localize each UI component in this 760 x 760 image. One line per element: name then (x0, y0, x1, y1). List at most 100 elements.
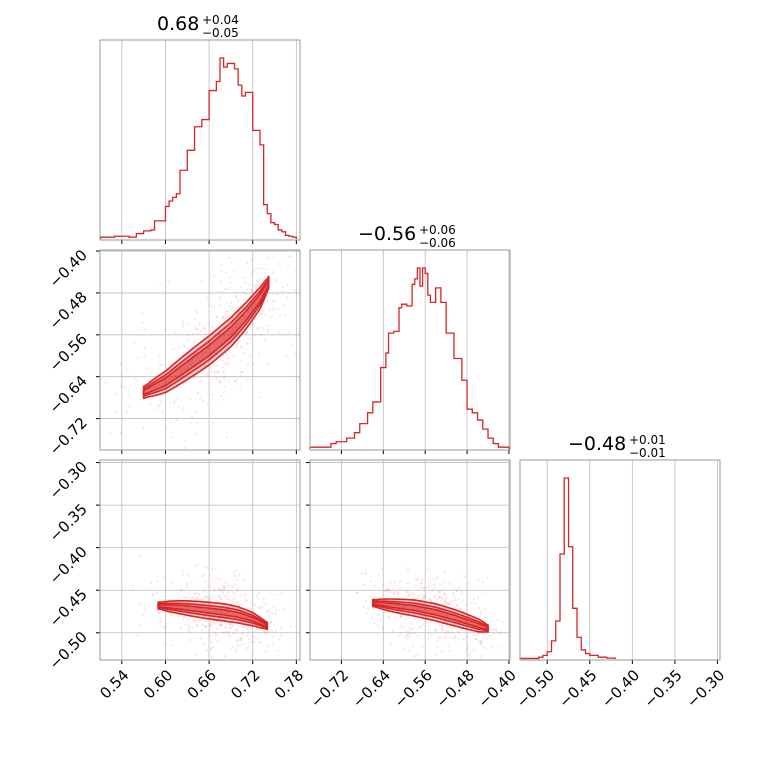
sample-point (189, 363, 192, 366)
sample-point (466, 595, 469, 599)
sample-point (218, 295, 221, 298)
sample-point (223, 287, 226, 290)
sample-point (444, 599, 447, 603)
sample-point (259, 606, 262, 610)
sample-point (273, 622, 276, 626)
sample-point (385, 610, 388, 614)
sample-point (187, 619, 190, 622)
sample-point (484, 608, 487, 611)
sample-point (139, 554, 142, 557)
sample-point (181, 573, 184, 576)
sample-point (229, 308, 232, 311)
sample-point (216, 341, 219, 344)
sample-point (433, 595, 436, 598)
sample-point (495, 629, 498, 632)
sample-point (381, 627, 384, 630)
sample-point (214, 568, 217, 571)
sample-point (385, 589, 388, 592)
sample-point (400, 615, 403, 618)
sample-point (218, 380, 221, 383)
sample-point (476, 578, 479, 581)
sample-point (188, 339, 191, 343)
sample-point (464, 650, 467, 654)
sample-point (141, 613, 144, 616)
sample-point (497, 618, 500, 621)
sample-point (215, 315, 218, 318)
sample-point (480, 643, 483, 646)
sample-point (151, 594, 154, 598)
sample-point (235, 578, 238, 582)
sample-point (157, 612, 160, 616)
sample-point (206, 296, 209, 300)
sample-point (289, 255, 292, 258)
sample-point (485, 576, 488, 579)
sample-point (462, 574, 466, 577)
sample-point (220, 612, 223, 615)
sample-point (175, 605, 178, 608)
sample-point (161, 363, 164, 366)
contour-mid-p10 (142, 277, 270, 398)
sample-point (450, 599, 453, 603)
sample-point (194, 564, 197, 567)
sample-point (194, 324, 197, 328)
sample-point (491, 632, 495, 635)
sample-point (196, 328, 199, 331)
sample-point (414, 617, 417, 620)
sample-point (420, 582, 423, 585)
sample-point (386, 587, 390, 590)
sample-point (212, 274, 215, 278)
sample-point (398, 634, 401, 637)
sample-point (204, 332, 207, 336)
sample-point (114, 393, 117, 396)
sample-point (191, 596, 194, 599)
sample-point (203, 565, 206, 568)
sample-point (275, 279, 278, 282)
sample-point (186, 323, 190, 326)
sample-point (213, 371, 216, 374)
sample-point (205, 566, 208, 569)
sample-point (410, 592, 413, 595)
sample-point (232, 602, 235, 605)
sample-point (158, 354, 161, 358)
sample-point (260, 641, 263, 644)
sample-point (185, 584, 188, 587)
sample-point (441, 625, 444, 628)
sample-point (193, 340, 196, 343)
sample-point (447, 602, 450, 606)
sample-point (379, 619, 382, 622)
sample-point (443, 600, 446, 604)
sample-point (156, 407, 159, 410)
sample-point (219, 617, 222, 620)
frame-p21 (309, 459, 511, 661)
sample-point (199, 396, 202, 400)
sample-point (221, 591, 224, 595)
frame-diag-2 (519, 459, 721, 661)
sample-point (441, 629, 445, 632)
sample-point (407, 570, 410, 573)
sample-point (448, 649, 451, 653)
sample-point (271, 308, 275, 311)
sample-point (229, 584, 232, 587)
sample-point (190, 421, 193, 424)
sample-point (246, 627, 249, 630)
sample-point (209, 366, 212, 369)
sample-point (126, 368, 129, 372)
sample-point (109, 432, 112, 435)
sample-point (200, 629, 203, 632)
sample-point (406, 590, 409, 593)
sample-point (408, 635, 412, 638)
sample-point (466, 646, 469, 649)
sample-point (205, 625, 208, 629)
sample-point (442, 581, 445, 584)
sample-point (419, 582, 422, 585)
sample-point (238, 573, 241, 576)
sample-point (150, 372, 153, 375)
sample-point (214, 576, 217, 579)
sample-point (202, 572, 205, 576)
sample-point (221, 317, 224, 320)
sample-point (185, 338, 188, 341)
sample-point (207, 323, 210, 326)
sample-point (187, 574, 190, 577)
sample-point (224, 631, 227, 635)
sample-point (245, 592, 248, 596)
